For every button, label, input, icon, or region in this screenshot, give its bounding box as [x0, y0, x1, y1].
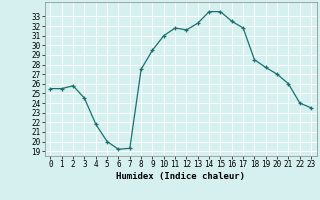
X-axis label: Humidex (Indice chaleur): Humidex (Indice chaleur) [116, 172, 245, 181]
